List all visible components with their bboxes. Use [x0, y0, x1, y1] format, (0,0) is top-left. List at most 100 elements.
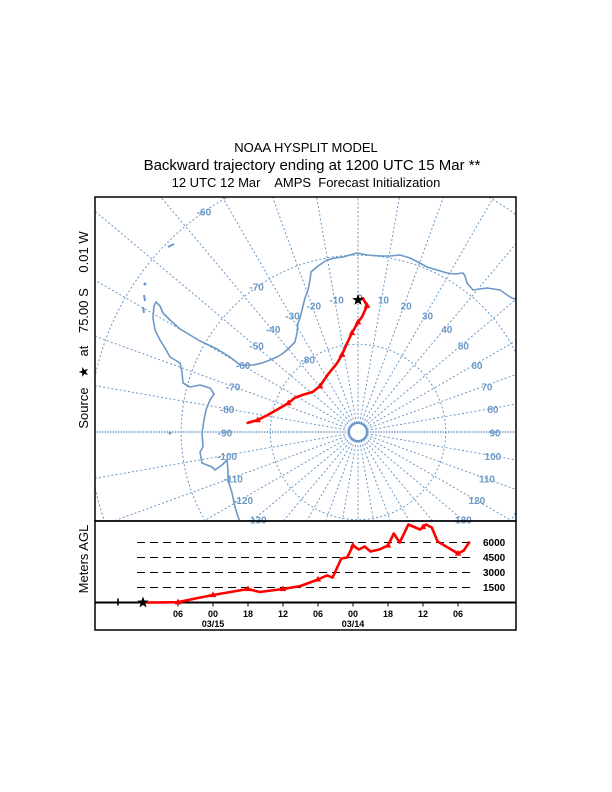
trajectory-path	[246, 296, 369, 425]
height-marker	[314, 575, 322, 582]
island	[142, 306, 145, 314]
meridian-line	[366, 434, 516, 491]
island	[143, 282, 147, 286]
time-tick-label: 00	[208, 609, 218, 619]
meridian-line	[366, 403, 516, 431]
meridian-line	[365, 340, 516, 428]
south-pole-circle	[348, 422, 368, 442]
source-latitude: 75.00 S	[76, 288, 91, 333]
longitude-label: 30	[422, 312, 434, 323]
meridian-line	[112, 434, 350, 521]
island	[143, 294, 146, 302]
longitude-label: -90	[218, 429, 233, 440]
island	[168, 431, 172, 435]
map-coastlines	[142, 243, 516, 521]
meridian-line	[362, 197, 495, 425]
height-marker	[419, 523, 427, 530]
height-panel-frame	[94, 520, 517, 631]
reference-level-label: 1500	[483, 583, 506, 594]
meridian-line	[362, 439, 410, 521]
longitude-label: 90	[489, 429, 501, 440]
height-marker	[279, 585, 287, 592]
meridian-line	[316, 197, 357, 424]
longitude-label: -70	[226, 382, 241, 393]
height-marker	[349, 541, 357, 548]
height-marker	[244, 585, 252, 592]
longitude-label: -100	[217, 452, 237, 463]
longitude-label: 80	[487, 405, 499, 416]
latitude-label: -60	[197, 207, 212, 218]
time-tick-label: 06	[173, 609, 183, 619]
longitude-label: -40	[266, 325, 281, 336]
title-initialization: 12 UTC 12 Mar AMPS Forecast Initializati…	[172, 175, 441, 190]
meridian-line	[360, 440, 391, 521]
longitude-label: 70	[481, 382, 493, 393]
meridian-line	[366, 433, 516, 461]
date-label: 03/15	[202, 619, 225, 629]
time-tick-label: 00	[348, 609, 358, 619]
source-at: at	[76, 345, 91, 356]
ground-plus-marker	[114, 598, 121, 606]
trajectory-marker	[363, 302, 371, 308]
meridian-line	[341, 440, 357, 521]
latitude-circle	[269, 343, 447, 521]
longitude-label: 120	[469, 496, 486, 507]
longitude-label: -110	[223, 475, 243, 486]
trajectory-marker	[254, 416, 261, 423]
time-tick-label: 18	[243, 609, 253, 619]
longitude-label: -80	[220, 405, 235, 416]
latitude-circle	[180, 254, 516, 521]
meridian-line	[95, 385, 350, 431]
trajectory-marker	[316, 382, 324, 389]
meridian-line	[271, 197, 356, 424]
meridian-line	[359, 197, 400, 424]
meridian-line	[251, 437, 352, 521]
reference-level-label: 3000	[483, 568, 506, 579]
meridian-line	[360, 197, 445, 424]
height-profile-line	[142, 523, 471, 604]
height-marker	[454, 549, 462, 556]
longitude-label: -120	[233, 496, 253, 507]
longitude-label: -50	[249, 342, 264, 353]
title-model-name: NOAA HYSPLIT MODEL	[234, 140, 378, 155]
height-plot-layer: 6000 4500 3000 1500 06 00 18 12 06 00 18 12 06 03/15 0…	[95, 523, 516, 629]
longitude-label: 40	[441, 325, 453, 336]
height-marker	[384, 541, 392, 548]
trajectory-marker	[285, 399, 292, 406]
meridian-line	[95, 210, 352, 427]
reference-level-label: 6000	[483, 538, 506, 549]
height-marker	[209, 591, 217, 598]
title-trajectory-description: Backward trajectory ending at 1200 UTC 1…	[144, 157, 481, 174]
meridian-line	[366, 373, 516, 430]
trajectory-marker	[338, 351, 346, 357]
latitude-label: -70	[249, 283, 264, 294]
island	[167, 243, 175, 248]
map-trajectory-layer	[246, 294, 371, 425]
longitude-label: -60	[236, 361, 251, 372]
height-profile-panel: 6000 4500 3000 1500 06 00 18 12 06 00 18 12 06 03/15 0…	[94, 520, 517, 631]
meridian-line	[364, 298, 516, 427]
longitude-label: 50	[458, 342, 470, 353]
height-axis-label: Meters AGL	[76, 525, 91, 594]
meridian-line	[160, 197, 353, 426]
source-location-label: Source ★ at 75.00 S 0.01 W	[76, 231, 91, 429]
longitude-label: -20	[307, 302, 322, 313]
longitude-label: -30	[285, 312, 300, 323]
longitude-label: 100	[485, 452, 502, 463]
meridian-line	[365, 436, 514, 521]
date-label: 03/14	[342, 619, 365, 629]
reference-level-label: 4500	[483, 553, 506, 564]
longitude-label: 20	[401, 302, 413, 313]
longitude-label: 110	[479, 475, 496, 486]
meridian-line	[95, 335, 350, 430]
meridian-line	[363, 438, 434, 521]
meridian-line	[95, 433, 350, 479]
source-star-icon: ★	[76, 366, 91, 378]
meridian-line	[221, 197, 354, 425]
source-longitude: 0.01 W	[76, 231, 91, 273]
meridian-line	[363, 242, 516, 426]
meridian-line	[202, 436, 351, 521]
